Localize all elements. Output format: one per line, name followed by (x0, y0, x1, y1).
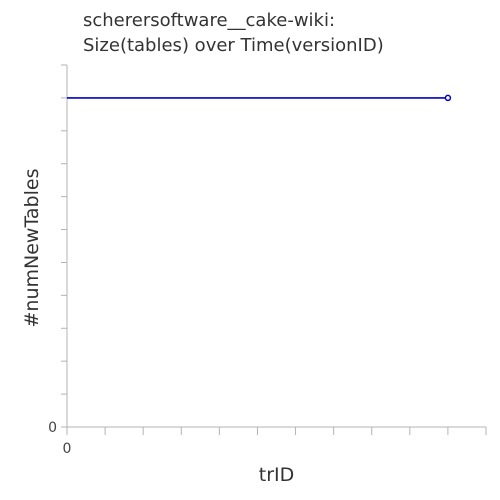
chart-title: scherersoftware__cake-wiki: Size(tables)… (83, 8, 384, 58)
y-tick-label: 0 (48, 420, 57, 436)
chart-axes (61, 64, 487, 435)
chart-marks (67, 94, 452, 102)
x-axis-label: trID (259, 464, 295, 486)
chart-title-line-1: scherersoftware__cake-wiki: (83, 10, 336, 31)
data-point (444, 94, 452, 102)
x-tick-label: 0 (63, 441, 72, 457)
chart-title-line-2: Size(tables) over Time(versionID) (83, 35, 384, 56)
y-axis-label: #numNewTables (21, 169, 43, 328)
